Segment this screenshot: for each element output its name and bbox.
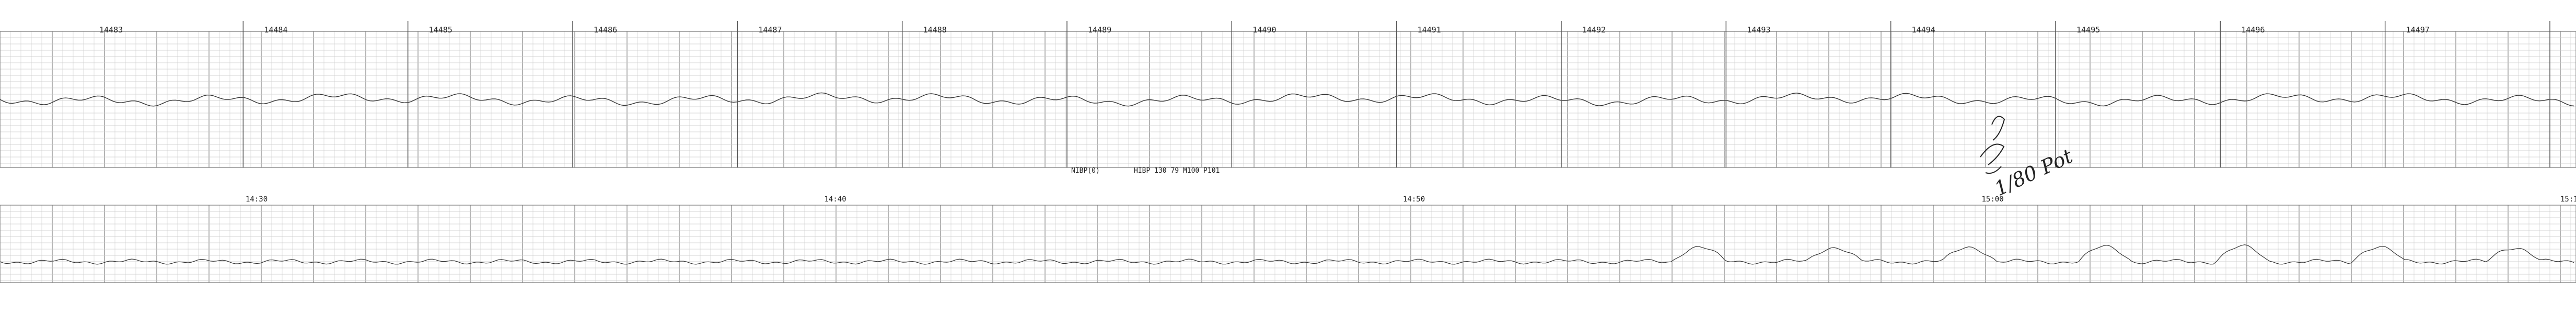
time-mark: 14:40 bbox=[825, 195, 846, 204]
time-mark: 14:30 bbox=[246, 195, 268, 204]
page-number: 14486 bbox=[594, 25, 617, 35]
page-number: 14496 bbox=[2241, 25, 2265, 35]
page-number: 14493 bbox=[1747, 25, 1770, 35]
page-number: 14484 bbox=[264, 25, 287, 35]
page-number: 14483 bbox=[99, 25, 123, 35]
toco-grid bbox=[0, 205, 2576, 283]
page-number: 14495 bbox=[2076, 25, 2100, 35]
time-mark: 15:00 bbox=[1982, 195, 2004, 204]
fhr-grid-frame bbox=[0, 31, 2576, 168]
nibp-values: HIBP 130 79 M100 P101 bbox=[1134, 167, 1220, 175]
page-number: 14494 bbox=[1912, 25, 1935, 35]
handwritten-annotation: 1/80 Pot bbox=[1980, 116, 2076, 200]
time-mark: 15:10 bbox=[2560, 195, 2576, 204]
handwritten-note: 1/80 Pot bbox=[1991, 144, 2076, 201]
page-number: 14487 bbox=[758, 25, 782, 35]
page-number: 14488 bbox=[923, 25, 947, 35]
toco-grid-frame bbox=[0, 205, 2576, 283]
handwritten-stroke bbox=[1980, 116, 2005, 174]
page-number: 14489 bbox=[1088, 25, 1111, 35]
page-number: 14485 bbox=[429, 25, 452, 35]
labels: NIBP(0) HIBP 130 79 M100 P101 14483 14484… bbox=[99, 21, 2576, 204]
page-number: 14492 bbox=[1582, 25, 1606, 35]
nibp-label: NIBP(0) bbox=[1071, 167, 1100, 175]
page-number: 14490 bbox=[1252, 25, 1276, 35]
time-mark: 14:50 bbox=[1403, 195, 1425, 204]
fhr-grid bbox=[0, 31, 2576, 168]
page-number: 14491 bbox=[1418, 25, 1441, 35]
fhr-trace bbox=[0, 92, 2574, 107]
toco-trace bbox=[0, 244, 2574, 265]
traces bbox=[0, 92, 2574, 265]
page-number: 14497 bbox=[2406, 25, 2430, 35]
